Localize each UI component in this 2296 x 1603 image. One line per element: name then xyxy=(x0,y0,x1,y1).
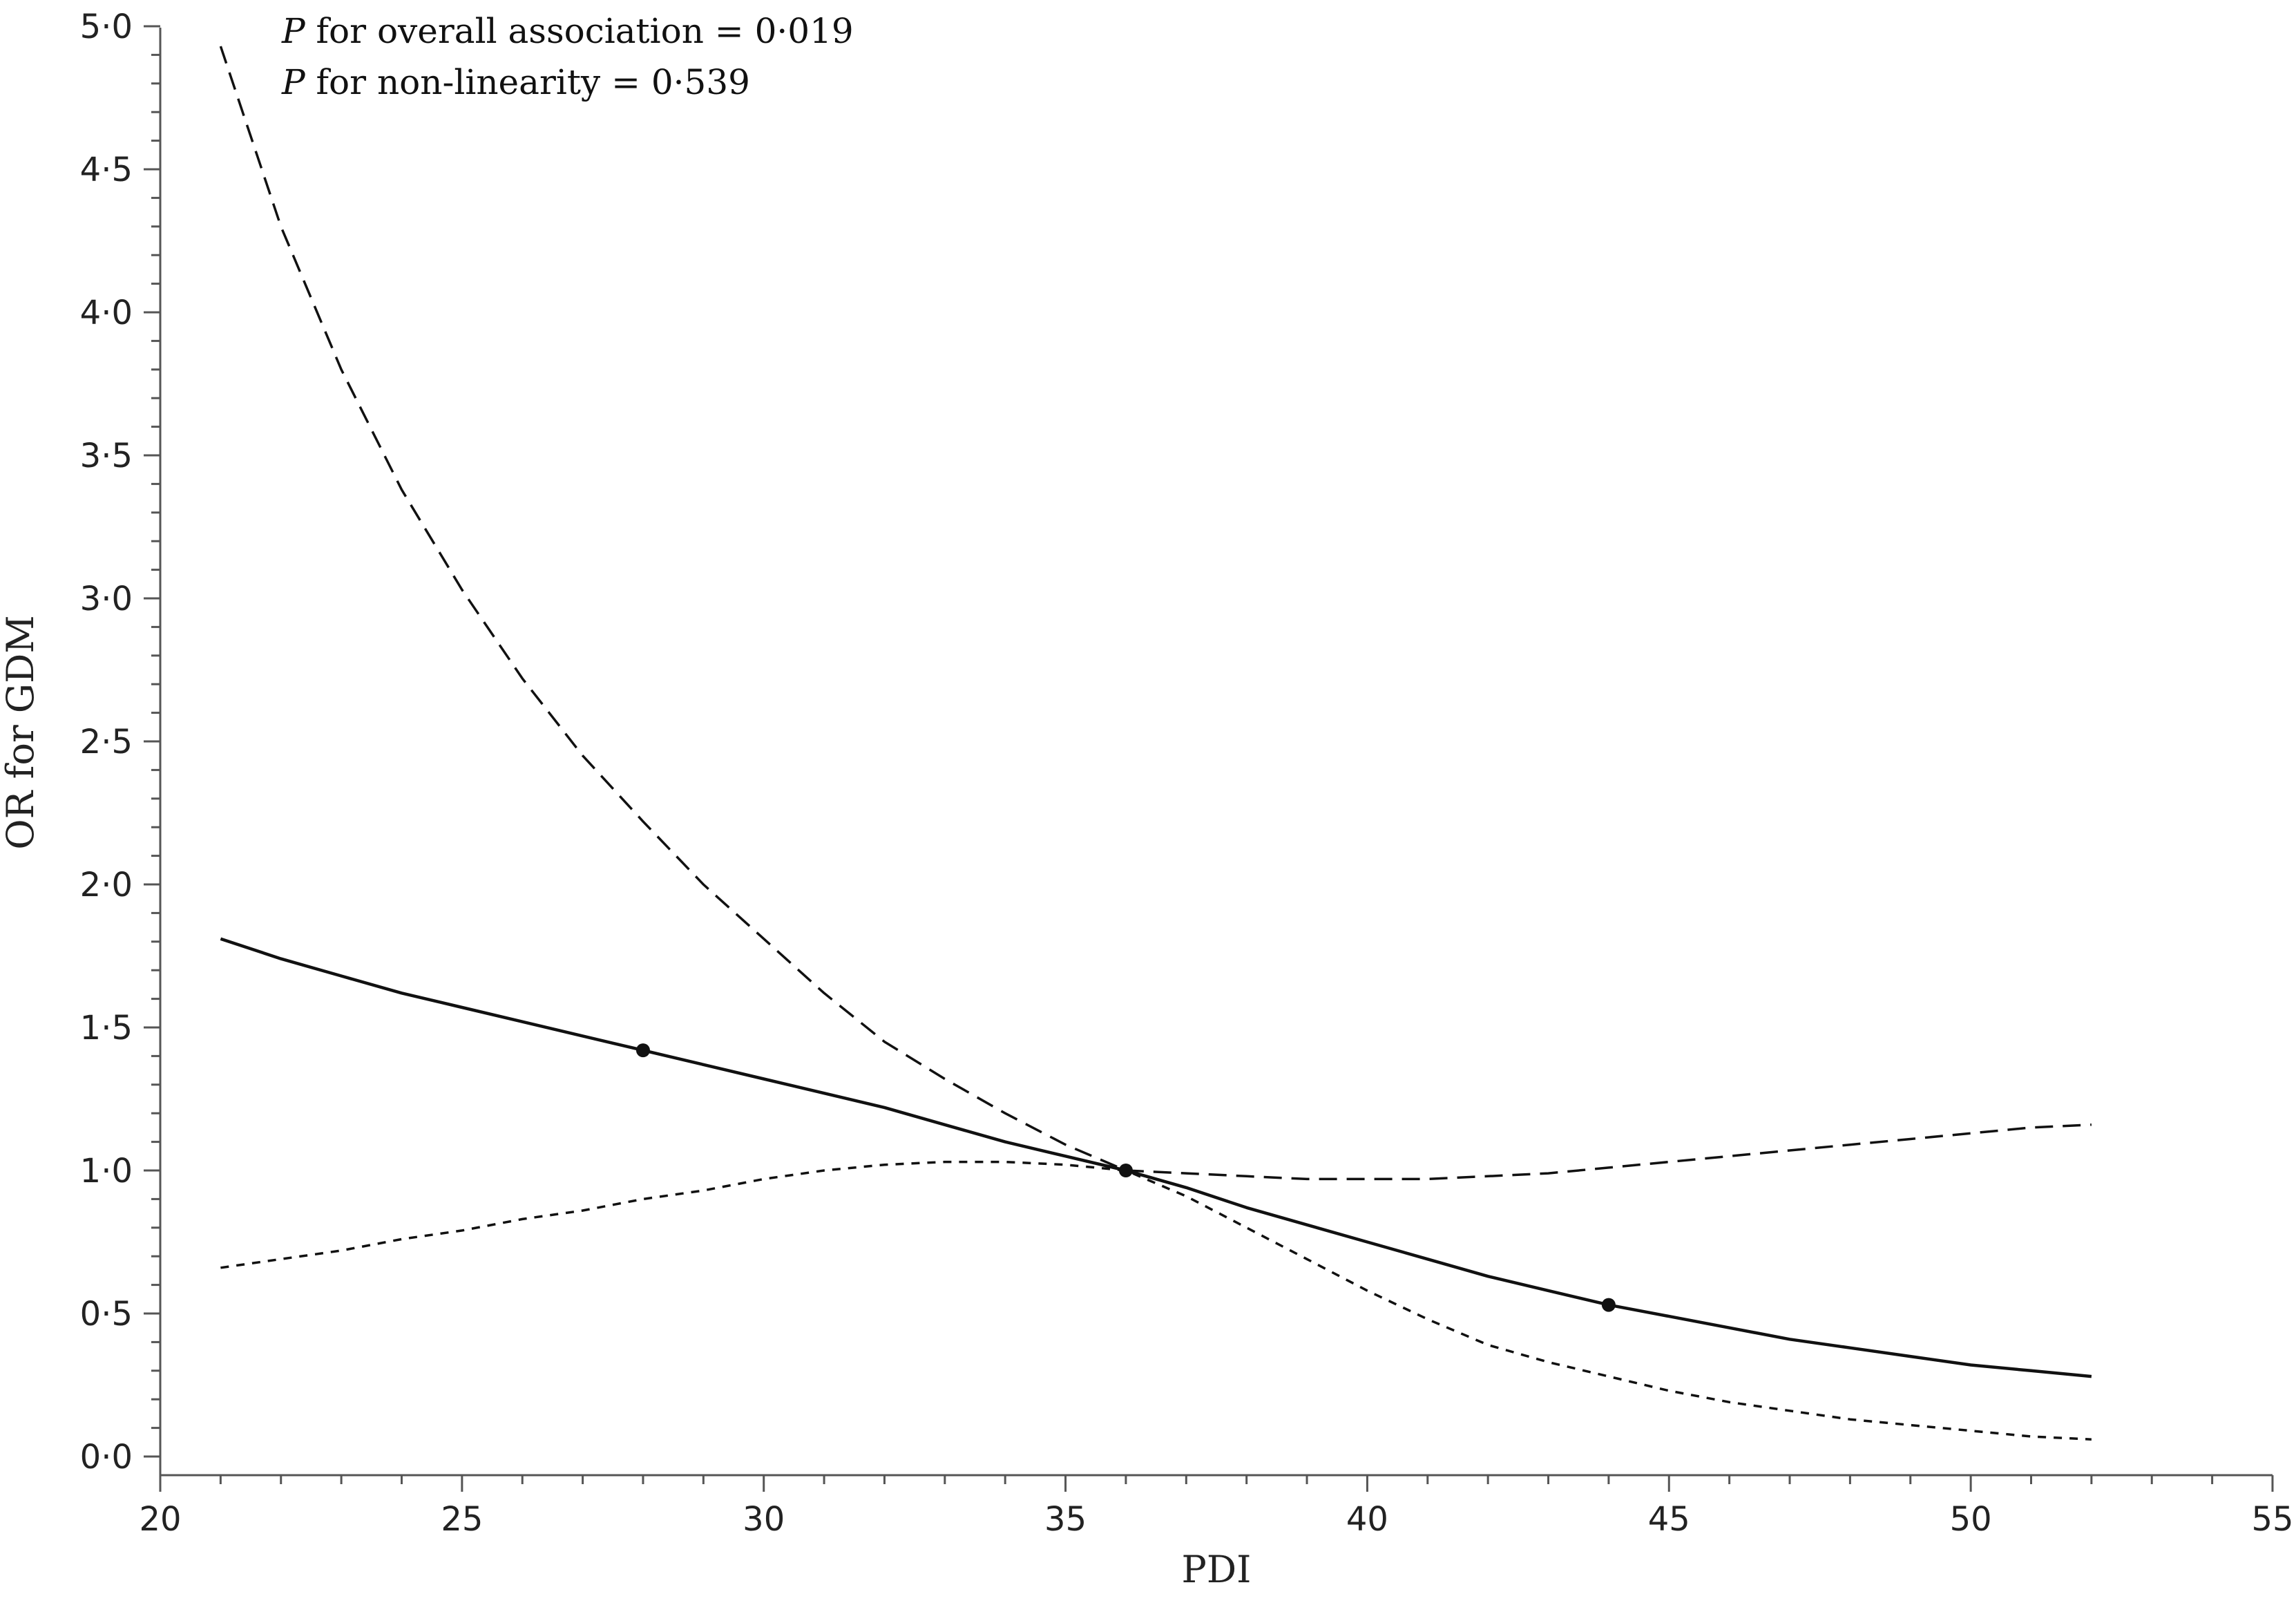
y-tick-label: 1·5 xyxy=(80,1009,133,1047)
x-tick-label: 35 xyxy=(1044,1500,1087,1539)
axes xyxy=(144,25,2274,1492)
knot-marker xyxy=(1118,1164,1133,1177)
p-value-text: for non-linearity = 0·539 xyxy=(305,62,750,102)
x-tick-label: 25 xyxy=(441,1500,483,1539)
p-value-annotation: P for overall association = 0·019 xyxy=(281,11,854,51)
x-tick-label: 55 xyxy=(2251,1500,2293,1539)
x-tick-label: 45 xyxy=(1648,1500,1690,1539)
p-value-text: for overall association = 0·019 xyxy=(305,11,854,51)
markers-group xyxy=(635,1043,1616,1312)
p-symbol: P xyxy=(281,11,306,51)
series-group xyxy=(219,46,2092,1441)
y-tick-label: 4·5 xyxy=(80,151,133,189)
x-tick-label: 50 xyxy=(1950,1500,1992,1539)
y-tick-label: 3·0 xyxy=(80,580,133,618)
y-tick-label: 1·0 xyxy=(80,1152,133,1191)
y-tick-label: 4·0 xyxy=(80,294,133,332)
knot-marker xyxy=(635,1043,650,1058)
x-tick-label: 40 xyxy=(1346,1500,1388,1539)
y-tick-label: 0·5 xyxy=(80,1295,133,1334)
y-tick-label: 0·0 xyxy=(80,1438,133,1477)
or-estimate-line xyxy=(220,937,2092,1378)
knot-marker xyxy=(1601,1298,1616,1312)
y-tick-label: 2·0 xyxy=(80,866,133,904)
labels: 20 25 30 35 40 45 50 55 0·0 0·5 1·0 1·5 2·0 2·5 3·0 3·5… xyxy=(0,8,2294,1591)
y-tick-label: 2·5 xyxy=(80,723,133,761)
lower-ci-line xyxy=(220,1160,2092,1441)
y-tick-label: 3·5 xyxy=(80,437,133,475)
y-tick-label: 5·0 xyxy=(80,8,133,46)
x-tick-label: 20 xyxy=(139,1500,181,1539)
y-axis-title: OR for GDM xyxy=(0,615,42,849)
x-axis-title: PDI xyxy=(1182,1548,1252,1591)
p-value-annotation: P for non-linearity = 0·539 xyxy=(281,62,750,102)
p-symbol: P xyxy=(281,62,306,102)
x-tick-label: 30 xyxy=(743,1500,785,1539)
upper-ci-line xyxy=(219,46,2092,1181)
